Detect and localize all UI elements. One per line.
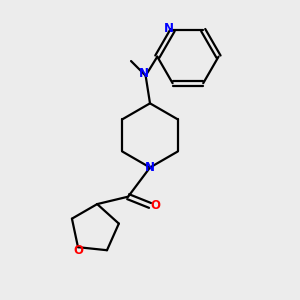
Text: N: N <box>139 67 149 80</box>
Text: N: N <box>145 161 155 174</box>
Text: N: N <box>164 22 174 35</box>
Text: O: O <box>150 199 160 212</box>
Text: O: O <box>73 244 83 256</box>
